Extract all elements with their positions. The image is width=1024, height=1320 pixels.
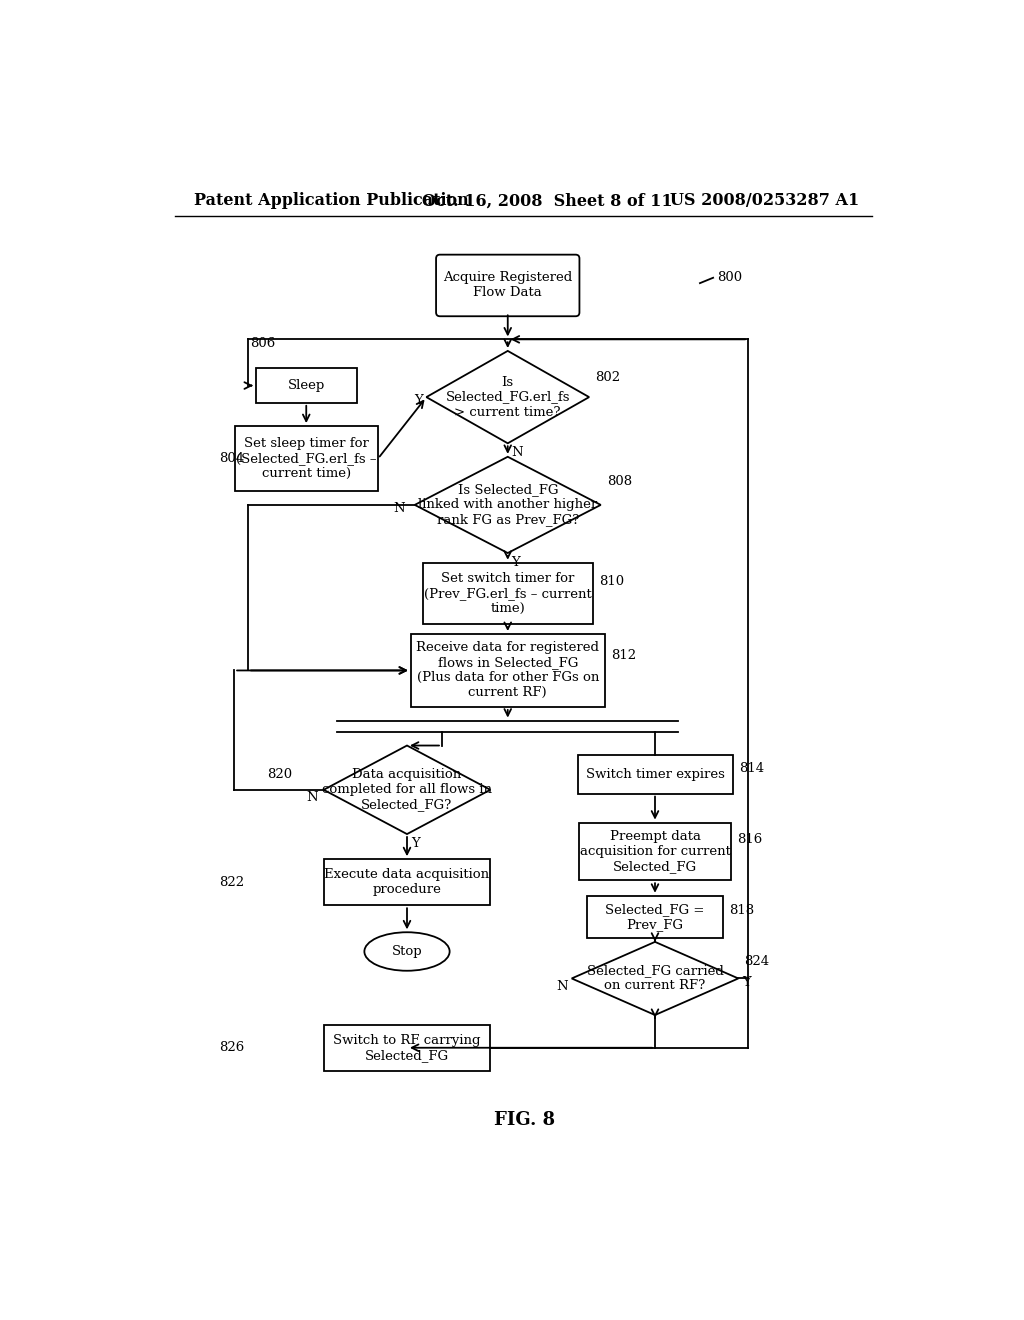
Text: US 2008/0253287 A1: US 2008/0253287 A1	[671, 193, 860, 210]
Text: Oct. 16, 2008  Sheet 8 of 11: Oct. 16, 2008 Sheet 8 of 11	[423, 193, 673, 210]
Text: 822: 822	[219, 875, 245, 888]
Polygon shape	[426, 351, 589, 444]
Text: Receive data for registered
flows in Selected_FG
(Plus data for other FGs on
cur: Receive data for registered flows in Sel…	[416, 642, 599, 700]
Bar	[256, 368, 356, 403]
Text: 802: 802	[595, 371, 621, 384]
Text: Y: Y	[512, 556, 520, 569]
Text: N: N	[306, 791, 318, 804]
Text: Selected_FG =
Prev_FG: Selected_FG = Prev_FG	[605, 903, 705, 931]
Text: 820: 820	[267, 768, 293, 781]
Bar	[324, 1024, 490, 1071]
Text: Data acquisition
completed for all flows in
Selected_FG?: Data acquisition completed for all flows…	[322, 768, 492, 812]
Polygon shape	[324, 746, 490, 834]
Text: 826: 826	[219, 1041, 245, 1055]
Text: Y: Y	[742, 975, 751, 989]
Text: 810: 810	[599, 576, 625, 589]
Text: 824: 824	[744, 954, 770, 968]
Text: N: N	[556, 979, 568, 993]
Text: Switch to RF carrying
Selected_FG: Switch to RF carrying Selected_FG	[333, 1034, 480, 1061]
Text: Set sleep timer for
(Selected_FG.erl_fs –
current time): Set sleep timer for (Selected_FG.erl_fs …	[236, 437, 377, 480]
Text: Y: Y	[411, 837, 420, 850]
Bar	[587, 896, 723, 939]
Text: Is
Selected_FG.erl_fs
> current time?: Is Selected_FG.erl_fs > current time?	[445, 376, 570, 418]
Text: Stop: Stop	[392, 945, 422, 958]
Text: Switch timer expires: Switch timer expires	[586, 768, 724, 781]
Text: 808: 808	[607, 475, 632, 488]
Text: N: N	[393, 502, 404, 515]
Text: 812: 812	[611, 648, 636, 661]
Bar	[234, 426, 378, 491]
Text: Execute data acquisition
procedure: Execute data acquisition procedure	[325, 869, 489, 896]
Text: Set switch timer for
(Prev_FG.erl_fs – current
time): Set switch timer for (Prev_FG.erl_fs – c…	[424, 572, 592, 615]
Text: Sleep: Sleep	[288, 379, 325, 392]
Text: 814: 814	[738, 762, 764, 775]
Text: FIG. 8: FIG. 8	[495, 1110, 555, 1129]
Polygon shape	[415, 457, 601, 553]
Bar	[411, 634, 604, 708]
Text: Patent Application Publication: Patent Application Publication	[194, 193, 469, 210]
Polygon shape	[571, 942, 738, 1015]
Text: 816: 816	[736, 833, 762, 846]
Text: Is Selected_FG
linked with another higher
rank FG as Prev_FG?: Is Selected_FG linked with another highe…	[418, 483, 597, 527]
Bar	[578, 755, 732, 793]
Text: Preempt data
acquisition for current
Selected_FG: Preempt data acquisition for current Sel…	[580, 830, 730, 873]
Text: Y: Y	[414, 395, 423, 408]
Text: Selected_FG carried
on current RF?: Selected_FG carried on current RF?	[587, 965, 723, 993]
Bar	[580, 822, 730, 880]
Text: Acquire Registered
Flow Data: Acquire Registered Flow Data	[443, 272, 572, 300]
Text: 806: 806	[250, 337, 274, 350]
Text: 804: 804	[219, 453, 245, 465]
Text: 818: 818	[729, 904, 754, 917]
Text: 800: 800	[717, 271, 742, 284]
Text: N: N	[512, 446, 523, 459]
Bar	[324, 859, 490, 906]
Bar	[423, 562, 593, 624]
Ellipse shape	[365, 932, 450, 970]
FancyBboxPatch shape	[436, 255, 580, 317]
